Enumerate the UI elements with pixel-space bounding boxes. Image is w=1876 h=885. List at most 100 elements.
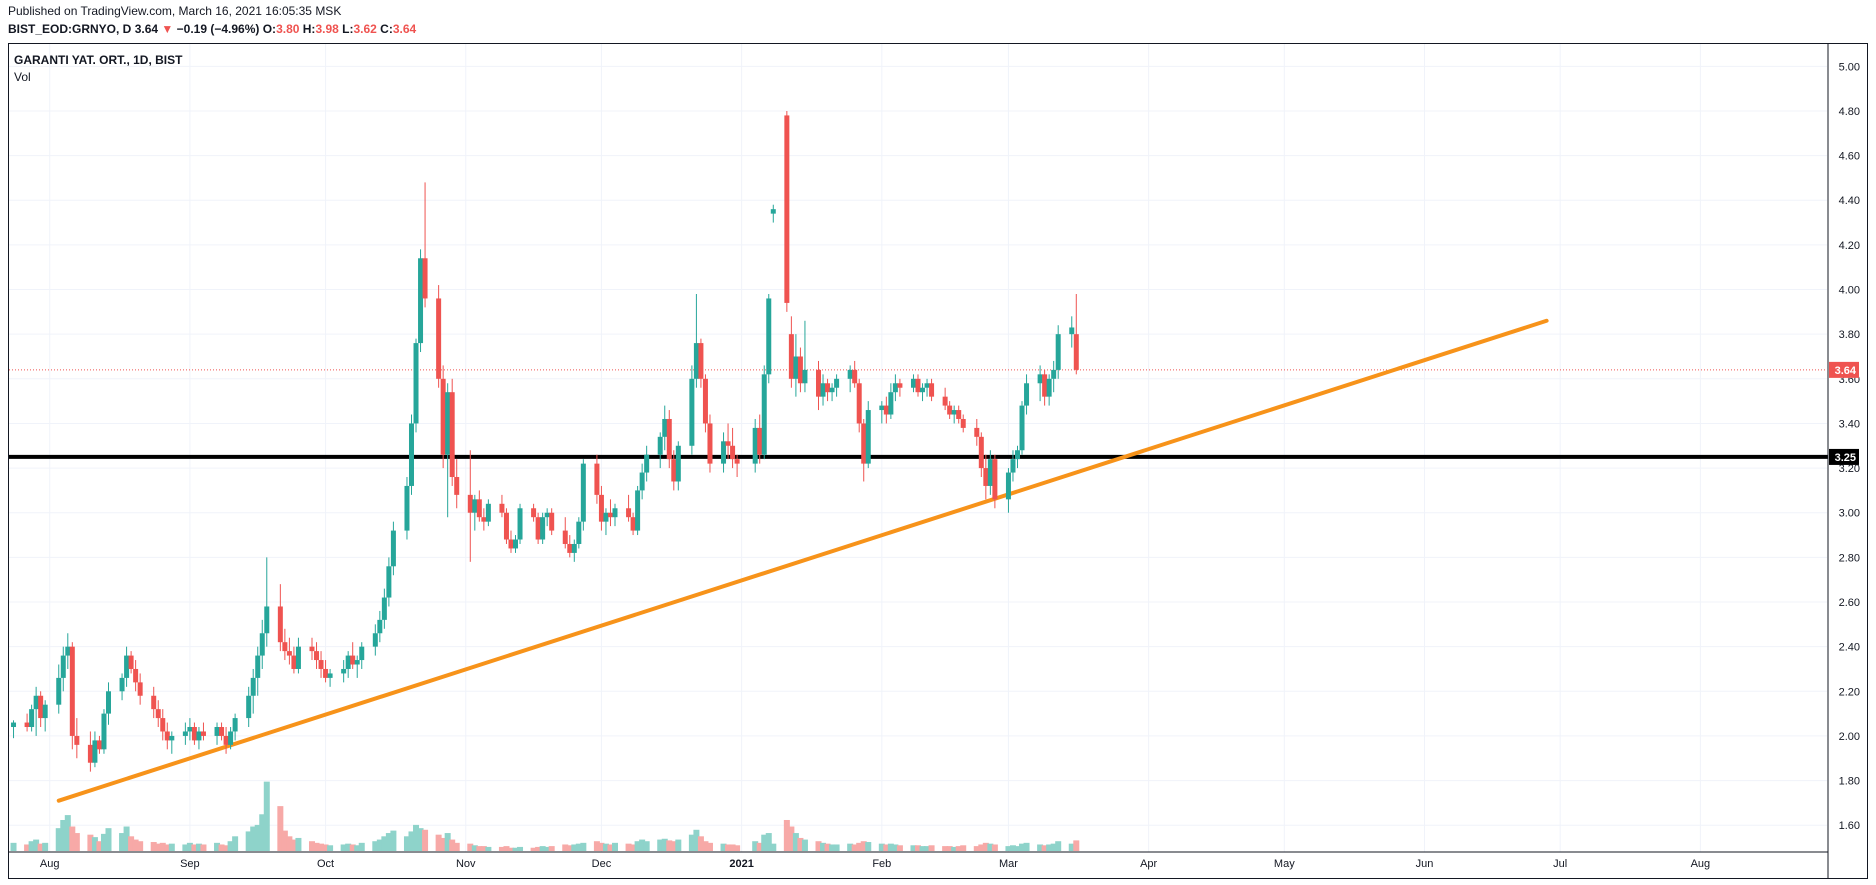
candle xyxy=(250,668,256,714)
candle-body xyxy=(924,383,930,388)
candle-body xyxy=(404,485,410,531)
volume-bar xyxy=(602,843,609,851)
candle xyxy=(323,660,329,683)
candle-body xyxy=(693,343,699,379)
volume-bar xyxy=(702,841,709,851)
candle xyxy=(657,432,663,469)
candle-body xyxy=(314,651,320,661)
candle-body xyxy=(74,735,80,745)
volume-bar xyxy=(607,844,614,851)
candle-body xyxy=(1014,450,1020,460)
volume-bar xyxy=(1019,843,1026,851)
candle-body xyxy=(730,445,736,460)
candle xyxy=(797,347,803,393)
volume-bar xyxy=(706,842,713,851)
candle-body xyxy=(956,410,962,419)
candle xyxy=(255,646,261,696)
candle xyxy=(350,642,356,669)
candle xyxy=(598,485,604,531)
volume-bar xyxy=(150,842,157,851)
candle xyxy=(707,414,713,473)
candle-body xyxy=(503,512,509,540)
candle-body xyxy=(418,258,424,344)
candle-body xyxy=(259,633,265,656)
volume-bar xyxy=(354,845,361,851)
candle-body xyxy=(535,517,541,540)
candle xyxy=(567,535,573,558)
candle-body xyxy=(576,521,582,544)
candle-body xyxy=(630,517,636,531)
volume-bar xyxy=(440,837,447,851)
candle-body xyxy=(960,418,966,428)
candle xyxy=(341,660,347,683)
volume-bar xyxy=(666,840,673,851)
candle-body xyxy=(87,744,93,763)
candle xyxy=(920,383,926,402)
volume-layer xyxy=(10,781,1080,851)
chart-frame[interactable] xyxy=(8,43,1868,879)
candle-body xyxy=(888,392,894,415)
candle-body xyxy=(865,410,871,464)
candle-body xyxy=(639,472,645,491)
candle xyxy=(992,454,998,509)
candle xyxy=(214,722,220,745)
volume-bar xyxy=(833,844,840,851)
volume-bar xyxy=(1005,846,1012,851)
volume-bar xyxy=(675,839,682,851)
candle-body xyxy=(689,378,695,446)
candle xyxy=(956,405,962,424)
volume-bar xyxy=(263,781,270,851)
price-tick-label: 3.20 xyxy=(1839,463,1860,475)
candle xyxy=(60,646,66,692)
volume-bar xyxy=(770,843,777,851)
candle xyxy=(730,427,736,469)
candle-body xyxy=(160,718,166,732)
candle xyxy=(960,414,966,433)
candle-body xyxy=(607,512,613,518)
candle-body xyxy=(137,682,143,696)
time-tick-label: Aug xyxy=(1691,858,1711,870)
candle xyxy=(693,293,699,388)
time-tick-label: Jun xyxy=(1416,858,1434,870)
published-line: Published on TradingView.com, March 16, … xyxy=(8,4,342,18)
candle xyxy=(485,499,491,527)
candle-body xyxy=(499,503,505,513)
candle-body xyxy=(33,695,39,710)
support-price-badge: 3.25 xyxy=(1835,452,1856,464)
candle-body xyxy=(196,731,202,741)
candle-body xyxy=(69,646,75,736)
candle xyxy=(137,673,143,705)
candle xyxy=(372,624,378,656)
candle xyxy=(105,682,111,725)
candle xyxy=(856,378,862,433)
candle-body xyxy=(1055,334,1061,370)
candle xyxy=(481,508,487,531)
candle xyxy=(910,374,916,393)
candle-body xyxy=(942,396,948,406)
candle-body xyxy=(264,606,270,634)
volume-bar xyxy=(761,834,768,851)
candle xyxy=(1019,401,1025,455)
volume-bar xyxy=(37,843,44,851)
candle-body xyxy=(350,655,356,665)
candle xyxy=(318,651,324,678)
candle-body xyxy=(24,722,30,728)
candle-body xyxy=(725,441,731,446)
candle xyxy=(74,718,80,759)
time-axis[interactable]: Aug Sep Oct Nov Dec 2021 Feb Mar Apr May Jun Jul Aug xyxy=(9,851,1828,870)
close-value: 3.64 xyxy=(392,22,417,36)
open-value: 3.80 xyxy=(276,22,300,36)
price-axis[interactable]: 1.60 1.80 2.00 2.20 2.40 2.60 2.80 3.00 3.20 3.40… xyxy=(1827,44,1860,878)
candle-body xyxy=(635,490,641,531)
time-tick-label: Mar xyxy=(999,858,1018,870)
volume-bar xyxy=(168,843,175,851)
candle-body xyxy=(721,441,727,464)
candle-body xyxy=(219,727,225,736)
last-price-badge: 3.64 xyxy=(1835,365,1857,377)
candle xyxy=(92,731,98,768)
candle xyxy=(408,414,414,495)
volume-bar xyxy=(924,846,931,851)
candle xyxy=(119,673,125,701)
candle xyxy=(436,285,442,388)
